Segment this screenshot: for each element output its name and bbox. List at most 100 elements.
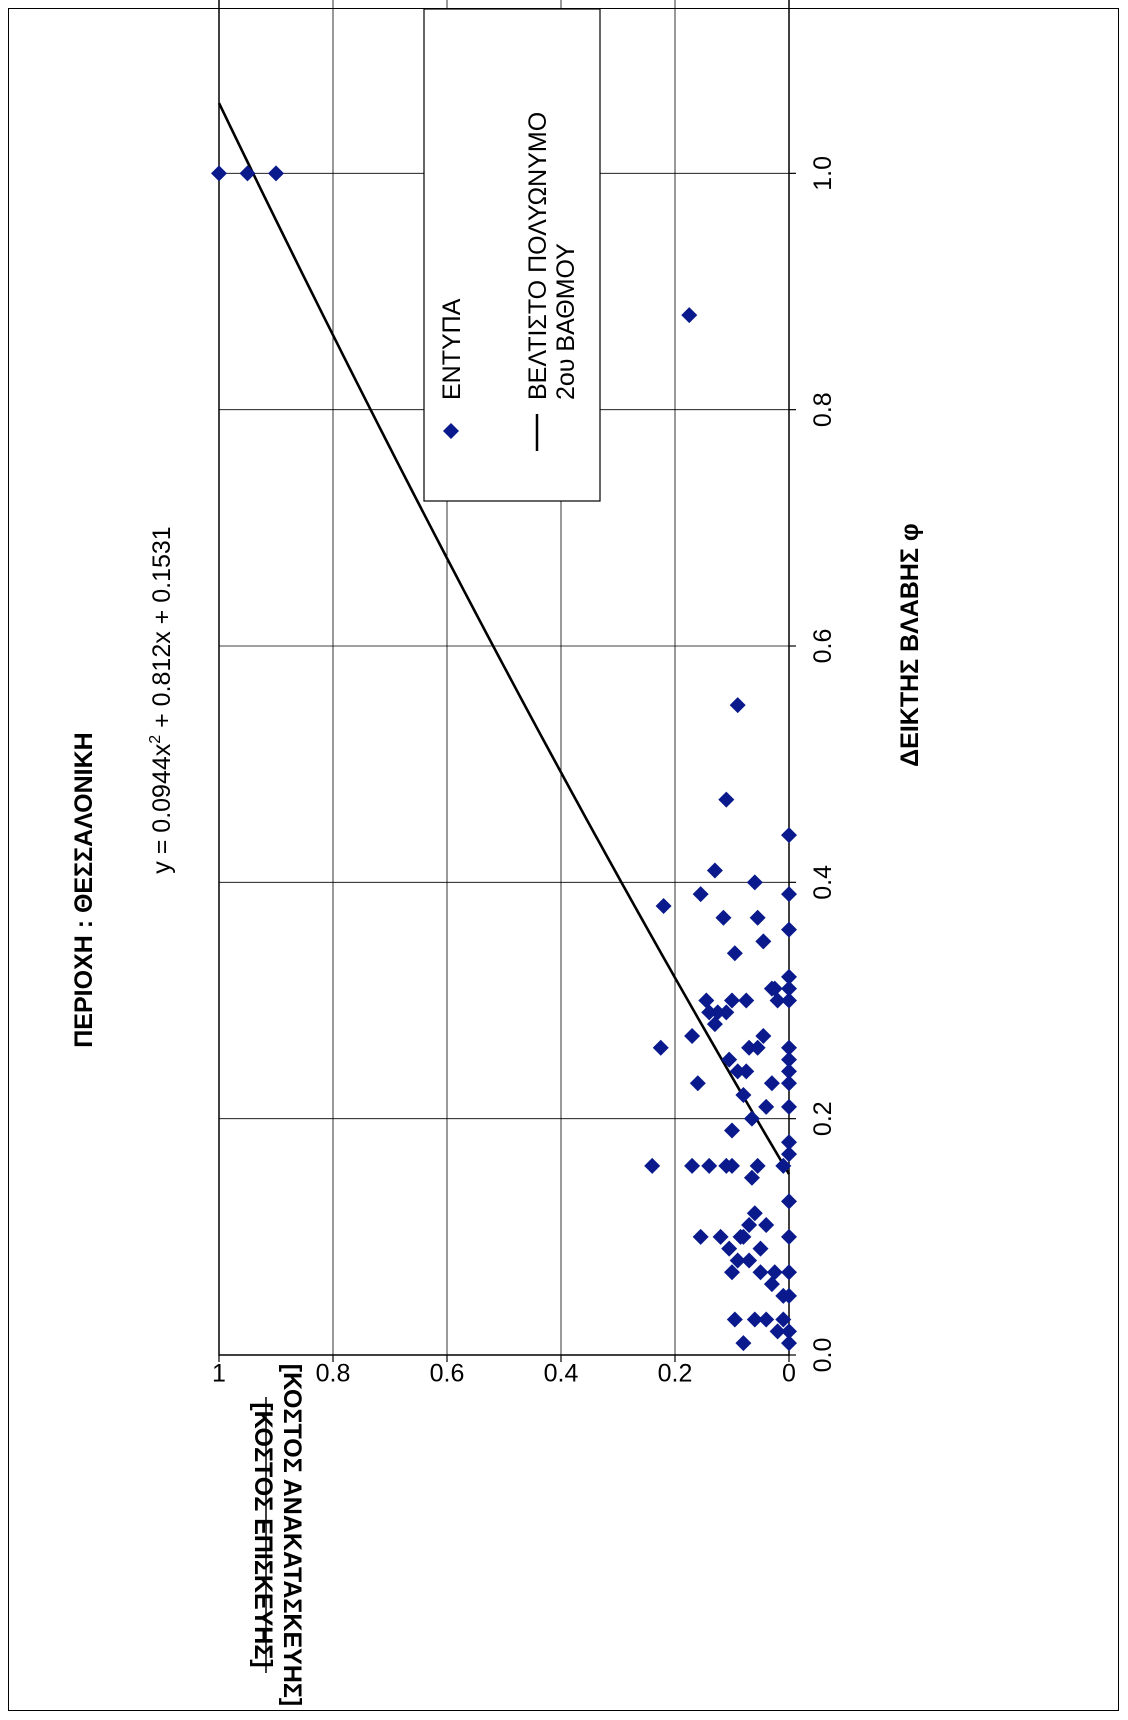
scatter-point	[752, 1240, 769, 1257]
grid-lines	[219, 0, 789, 1355]
scatter-point	[781, 1063, 797, 1080]
scatter-point	[769, 992, 786, 1009]
legend-label-trend-line1: ΒΕΛΤΙΣΤΟ ΠΟΛΥΩΝΥΜΟ	[524, 112, 552, 400]
scatter-point	[781, 1335, 797, 1352]
scatter-point	[781, 886, 797, 903]
scatter-point	[763, 1075, 780, 1092]
chart-title: ΠΕΡΙΟΧΗ : ΘΕΣΣΑΛΟΝΙΚΗ	[70, 732, 98, 1047]
scatter-point	[652, 1039, 669, 1056]
scatter-point	[684, 1027, 701, 1044]
scatter-point	[749, 909, 766, 926]
y-tick-label: 0.6	[809, 629, 837, 664]
scatter-point	[781, 1051, 797, 1068]
legend-label-trend-line2: 2ου ΒΑΘΜΟΥ	[552, 243, 580, 400]
trend-line-group	[217, 102, 791, 1175]
equation-exponent: 2	[147, 735, 164, 744]
scatter-point	[781, 1323, 797, 1340]
scatter-point	[715, 909, 732, 926]
scatter-point	[681, 307, 698, 324]
scatter-point	[781, 992, 797, 1009]
scatter-point	[769, 1323, 786, 1340]
scatter-point	[758, 1217, 775, 1234]
equation-suffix: + 0.812x + 0.1531	[148, 526, 176, 735]
x-tick-label: 1	[212, 1360, 226, 1388]
scatter-point	[781, 1075, 797, 1092]
scatter-point	[712, 1228, 729, 1245]
scatter-point	[698, 992, 715, 1009]
scatter-point	[726, 945, 743, 962]
y-tick-label: 0.4	[809, 865, 837, 900]
y-axis-title: [ΚΟΣΤΟΣ ΕΠΙΣΚΕΥΗΣ] [ΚΟΣΤΟΣ ΑΝΑΚΑΤΑΣΚΕΥΗΣ…	[249, 1364, 306, 1706]
scatter-point	[741, 1217, 758, 1234]
scatter-point	[729, 1063, 746, 1080]
scatter-point	[718, 1004, 735, 1021]
scatter-point	[239, 165, 256, 182]
scatter-point	[655, 897, 672, 914]
scatter-point	[718, 791, 735, 808]
scatter-point	[732, 1228, 749, 1245]
x-tick-label: 0	[782, 1360, 796, 1388]
y-tick-label: 1.0	[809, 156, 837, 191]
scatter-point	[741, 1039, 758, 1056]
scatter-point	[741, 1252, 758, 1269]
y-axis-title-numerator: [ΚΟΣΤΟΣ ΕΠΙΣΚΕΥΗΣ]	[249, 1402, 277, 1667]
scatter-point	[743, 1169, 760, 1186]
scatter-point	[692, 1228, 709, 1245]
scatter-point	[781, 1146, 797, 1163]
scatter-point	[781, 1193, 797, 1210]
scatter-point	[781, 1228, 797, 1245]
legend-marker-entypa	[443, 423, 459, 439]
y-tick-label: 0.0	[809, 1338, 837, 1373]
scatter-point	[729, 1252, 746, 1269]
scatter-point	[746, 874, 763, 891]
scatter-point	[729, 697, 746, 714]
x-tick-label: 0.4	[544, 1360, 579, 1388]
scatter-point	[724, 1264, 740, 1281]
scatter-point	[752, 1264, 769, 1281]
x-tick-label: 0.6	[430, 1360, 465, 1388]
scatter-point	[781, 968, 797, 985]
x-tick-label: 0.2	[658, 1360, 693, 1388]
scatter-point	[211, 165, 227, 182]
scatter-point	[689, 1075, 706, 1092]
scatter-point	[644, 1157, 661, 1174]
legend-label-entypa: ΕΝΤΥΠΑ	[438, 298, 466, 400]
scatter-point	[738, 992, 755, 1009]
scatter-point	[721, 1240, 738, 1257]
scatter-point	[775, 1287, 792, 1304]
scatter-point	[268, 165, 284, 182]
scatter-point	[726, 1311, 743, 1328]
scatter-point	[709, 1004, 726, 1021]
scatter-point	[781, 1098, 797, 1115]
scatter-point	[746, 1311, 763, 1328]
scatter-point	[781, 827, 797, 844]
y-tick-labels: 0.00.20.40.60.81.01.2	[789, 156, 837, 1373]
x-axis-title: ΔΕΙΚΤΗΣ ΒΛΑΒΗΣ φ	[896, 523, 924, 767]
scatter-point	[763, 1276, 780, 1293]
scatter-point	[775, 1157, 792, 1174]
legend-box	[423, 8, 601, 502]
legend: ΕΝΤΥΠΑ ΒΕΛΤΙΣΤΟ ΠΟΛΥΩΝΥΜΟ 2ου ΒΑΘΜΟΥ	[423, 8, 601, 502]
scatter-point	[718, 1157, 735, 1174]
scatter-point	[738, 1063, 755, 1080]
trend-line	[217, 102, 791, 1175]
scatter-point	[724, 992, 740, 1009]
scatter-point	[758, 1098, 775, 1115]
equation-prefix: y = 0.0944x	[148, 743, 176, 873]
scatter-point	[749, 1157, 766, 1174]
x-tick-label: 0.8	[316, 1360, 351, 1388]
scatter-point	[763, 980, 780, 997]
scatter-point	[701, 1157, 718, 1174]
y-tick-label: 0.2	[809, 1101, 837, 1136]
scatter-point	[684, 1157, 701, 1174]
scatter-point	[781, 921, 797, 938]
y-tick-label: 0.8	[809, 392, 837, 427]
scatter-point	[706, 1016, 723, 1033]
scatter-point	[781, 1264, 797, 1281]
scatter-point	[781, 1039, 797, 1056]
y-axis-title-denominator: [ΚΟΣΤΟΣ ΑΝΑΚΑΤΑΣΚΕΥΗΣ]	[278, 1364, 306, 1706]
scatter-point	[692, 886, 709, 903]
scatter-point	[766, 1264, 783, 1281]
scatter-point	[701, 1004, 718, 1021]
